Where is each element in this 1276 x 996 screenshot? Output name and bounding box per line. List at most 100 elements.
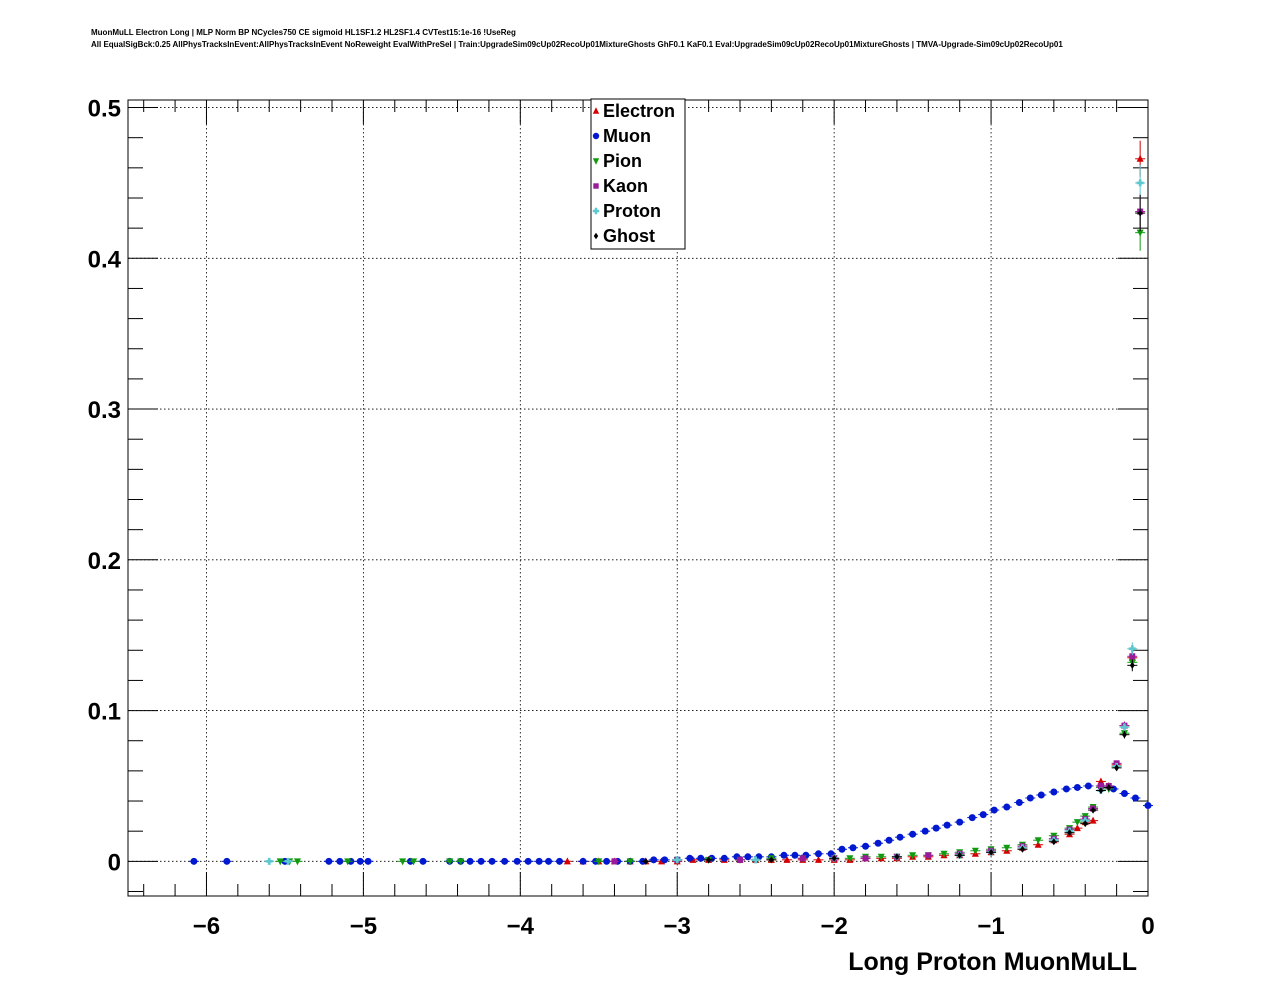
proton-point [1128, 645, 1136, 653]
ghost-point [706, 856, 712, 864]
pion-point [626, 858, 634, 866]
ghost-point [1067, 829, 1072, 837]
legend: Electron Muon Pion Kaon Proton Ghost [590, 98, 686, 250]
muon-point [1026, 794, 1034, 802]
y-tick-label: 0.3 [88, 397, 121, 424]
series-pion [275, 214, 1146, 866]
electron-point [783, 855, 791, 863]
muon-point [524, 857, 532, 865]
muon-point [956, 818, 964, 826]
muon-point [1144, 802, 1152, 810]
muon-point [1062, 785, 1070, 793]
muon-point [990, 806, 998, 814]
electron-point [1097, 777, 1105, 785]
ghost-point [1020, 845, 1025, 853]
proton-point [752, 856, 760, 864]
legend-box [590, 98, 686, 250]
muon-point [501, 857, 509, 865]
pion-point [846, 855, 854, 863]
series-ghost [640, 194, 1146, 865]
muon-point [1120, 789, 1128, 797]
pion-point [971, 847, 979, 855]
muon-point [697, 854, 705, 862]
muon-point [921, 827, 929, 835]
muon-point [419, 857, 427, 865]
legend-label: Ghost [603, 226, 655, 246]
y-tick-label: 0.5 [88, 96, 121, 123]
legend-marker-ghost [593, 232, 599, 240]
muon-point [1037, 791, 1045, 799]
proton-point [284, 857, 292, 865]
kaon-point [1129, 653, 1136, 660]
ghost-point [1090, 806, 1096, 814]
legend-label: Kaon [603, 176, 648, 196]
muon-point [556, 857, 564, 865]
muon-point [579, 857, 587, 865]
muon-point [650, 856, 658, 864]
legend-marker-kaon [593, 183, 599, 189]
electron-point [563, 857, 571, 865]
y-tick-label: 0.1 [88, 699, 121, 726]
kaon-point [925, 852, 932, 859]
proton-point [1136, 179, 1144, 187]
y-tick-label: 0.4 [88, 246, 122, 273]
muon-point [862, 842, 870, 850]
series-proton [264, 164, 1146, 865]
x-tick-label: −2 [820, 913, 847, 940]
muon-point [477, 857, 485, 865]
muon-point [466, 857, 474, 865]
pion-point [410, 858, 418, 866]
muon-point [885, 836, 893, 844]
header-line-1: MuonMuLL Electron Long | MLP Norm BP NCy… [91, 28, 516, 37]
legend-marker-electron [592, 107, 600, 114]
legend-entry-muon: Muon [592, 126, 651, 146]
series-kaon [609, 193, 1146, 865]
y-tick-label: 0 [108, 849, 121, 876]
muon-point [780, 851, 788, 859]
muon-point [943, 821, 951, 829]
x-tick-label: −3 [664, 913, 691, 940]
axis-ticks [128, 100, 1149, 896]
x-tick-label: −6 [193, 913, 220, 940]
ghost-point [1122, 731, 1127, 739]
muon-point [1073, 783, 1081, 791]
muon-point [1015, 799, 1023, 807]
x-tick-label: −1 [977, 913, 1004, 940]
pion-point [595, 858, 603, 866]
muon-point [356, 857, 364, 865]
ghost-point [988, 848, 994, 856]
muon-point [791, 851, 799, 859]
muon-point [1003, 803, 1011, 811]
legend-label: Muon [603, 126, 651, 146]
kaon-point [1097, 782, 1104, 789]
muon-point [190, 857, 198, 865]
legend-entry-proton: Proton [592, 201, 661, 221]
ghost-point [643, 857, 649, 865]
electron-point [1034, 840, 1042, 848]
pion-point [1136, 229, 1144, 237]
kaon-point [611, 858, 618, 865]
ghost-point [1051, 838, 1057, 846]
ghost-point [957, 851, 963, 859]
tick-labels: −6 −5 −4 −3 −2 −1 0 0 0.1 0.2 0.3 0.4 0.5 [88, 96, 1155, 940]
pion-point [1003, 844, 1011, 852]
ghost-point [768, 856, 774, 864]
muon-point [661, 856, 669, 864]
muon-point [1084, 782, 1092, 790]
legend-entry-ghost: Ghost [593, 226, 655, 246]
pion-point [446, 858, 454, 866]
legend-entry-kaon: Kaon [593, 176, 648, 196]
data-points [188, 140, 1153, 866]
legend-entry-electron: Electron [592, 101, 675, 121]
muon-point [603, 857, 611, 865]
kaon-point [862, 855, 869, 862]
kaon-point [737, 856, 743, 863]
pion-point [457, 858, 465, 866]
legend-marker-muon [592, 132, 600, 140]
pion-point [399, 858, 407, 866]
muon-point [744, 853, 752, 861]
muon-point [838, 845, 846, 853]
muon-point [325, 857, 333, 865]
legend-label: Pion [603, 151, 642, 171]
